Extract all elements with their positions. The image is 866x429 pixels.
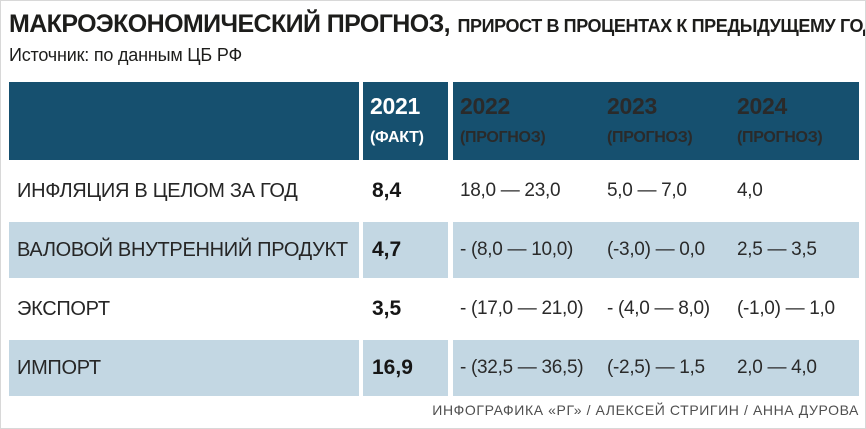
row-forecast-block: - (32,5 — 36,5) (-2,5) — 1,5 2,0 — 4,0 — [453, 340, 859, 396]
forecast-table: 2021 (ФАКТ) 2022 (ПРОГНОЗ) 2023 (ПРОГНОЗ… — [9, 82, 859, 396]
table-row-import: ИМПОРТ 16,9 - (32,5 — 36,5) (-2,5) — 1,5… — [9, 340, 859, 396]
cell-2021-fact: 8,4 — [372, 179, 402, 202]
header-col-2024: 2024 (ПРОГНОЗ) — [735, 82, 859, 160]
header-year: 2023 — [607, 93, 657, 119]
source-note: Источник: по данным ЦБ РФ — [9, 45, 242, 65]
header-note: (ПРОГНОЗ) — [607, 129, 693, 146]
page-title: МАКРОЭКОНОМИЧЕСКИЙ ПРОГНОЗ, ПРИРОСТ В ПР… — [9, 10, 865, 39]
title-main: МАКРОЭКОНОМИЧЕСКИЙ ПРОГНОЗ, — [9, 10, 451, 38]
cell-2022-forecast: 18,0 — 23,0 — [460, 180, 561, 201]
header-year: 2022 — [460, 93, 510, 119]
header-col-2023: 2023 (ПРОГНОЗ) — [605, 82, 735, 160]
cell-2023-forecast: - (4,0 — 8,0) — [607, 298, 710, 319]
header-forecast-block: 2022 (ПРОГНОЗ) 2023 (ПРОГНОЗ) 2024 (ПРОГ… — [453, 82, 859, 160]
header-note: (ПРОГНОЗ) — [460, 129, 546, 146]
row-label: ИМПОРТ — [9, 340, 359, 396]
credit-line: ИНФОГРАФИКА «РГ» / АЛЕКСЕЙ СТРИГИН / АНН… — [432, 402, 859, 418]
header-label-spacer — [9, 82, 359, 160]
header-year: 2024 — [737, 93, 787, 119]
header-col-2022: 2022 (ПРОГНОЗ) — [453, 82, 605, 160]
header-col-2021: 2021 (ФАКТ) — [363, 82, 448, 160]
table-row-export: ЭКСПОРТ 3,5 - (17,0 — 21,0) - (4,0 — 8,0… — [9, 281, 859, 337]
row-forecast-block: 18,0 — 23,0 5,0 — 7,0 4,0 — [453, 163, 859, 219]
cell-2023-forecast: (-2,5) — 1,5 — [607, 357, 705, 378]
row-label: ВАЛОВОЙ ВНУТРЕННИЙ ПРОДУКТ — [9, 222, 359, 278]
header-year: 2021 — [370, 93, 420, 119]
row-forecast-block: - (17,0 — 21,0) - (4,0 — 8,0) (-1,0) — 1… — [453, 281, 859, 337]
cell-2023-forecast: 5,0 — 7,0 — [607, 180, 687, 201]
row-label: ЭКСПОРТ — [17, 297, 110, 320]
row-forecast-block: - (8,0 — 10,0) (-3,0) — 0,0 2,5 — 3,5 — [453, 222, 859, 278]
title-subtitle: ПРИРОСТ В ПРОЦЕНТАХ К ПРЕДЫДУЩЕМУ ГОДУ — [457, 16, 866, 36]
cell-2024-forecast: 2,5 — 3,5 — [737, 239, 817, 260]
table-header-row: 2021 (ФАКТ) 2022 (ПРОГНОЗ) 2023 (ПРОГНОЗ… — [9, 82, 859, 160]
cell-2023-forecast: (-3,0) — 0,0 — [607, 239, 705, 260]
cell-2021-fact: 3,5 — [372, 297, 402, 320]
cell-2022-forecast: - (8,0 — 10,0) — [460, 239, 574, 260]
cell-2022-forecast: - (32,5 — 36,5) — [460, 357, 584, 378]
cell-2022-forecast: - (17,0 — 21,0) — [460, 298, 584, 319]
table-row-inflation: ИНФЛЯЦИЯ В ЦЕЛОМ ЗА ГОД 8,4 18,0 — 23,0 … — [9, 163, 859, 219]
table-row-gdp: ВАЛОВОЙ ВНУТРЕННИЙ ПРОДУКТ 4,7 - (8,0 — … — [9, 222, 859, 278]
cell-2021-fact: 16,9 — [363, 340, 448, 396]
header-note: (ФАКТ) — [370, 129, 424, 146]
row-label: ИНФЛЯЦИЯ В ЦЕЛОМ ЗА ГОД — [17, 179, 298, 202]
cell-2021-fact: 4,7 — [363, 222, 448, 278]
cell-2024-forecast: 4,0 — [737, 180, 763, 201]
cell-2024-forecast: 2,0 — 4,0 — [737, 357, 817, 378]
header-note: (ПРОГНОЗ) — [737, 129, 823, 146]
cell-2024-forecast: (-1,0) — 1,0 — [737, 298, 835, 319]
